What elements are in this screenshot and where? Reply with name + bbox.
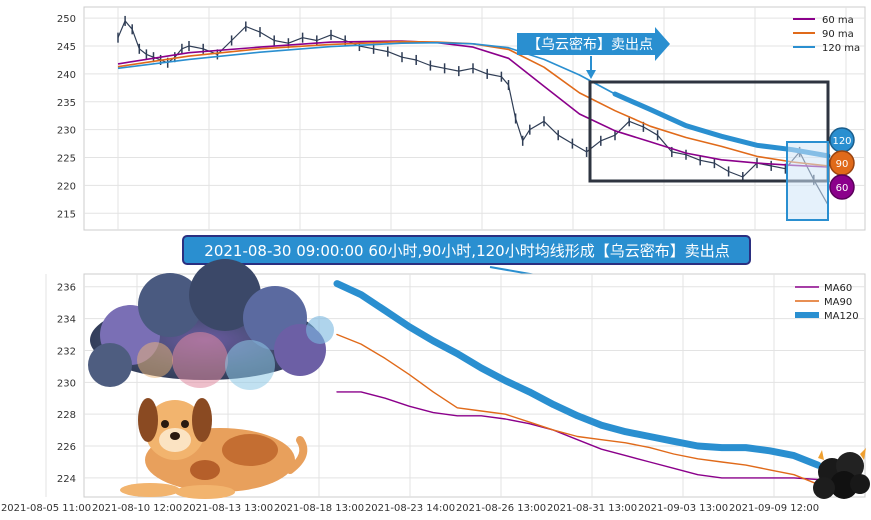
bottom-legend-ma60: MA60 bbox=[824, 283, 852, 294]
bottom-x-tick-label: 2021-09-09 12:00 bbox=[729, 503, 819, 514]
top-y-tick-label: 245 bbox=[57, 42, 76, 53]
bottom-x-tick-label: 2021-08-23 14:00 bbox=[365, 503, 455, 514]
top-y-tick-label: 220 bbox=[57, 181, 76, 192]
bottom-series-ma120 bbox=[333, 280, 822, 469]
top-series-90-ma bbox=[117, 40, 829, 167]
pattern-box bbox=[588, 80, 830, 183]
bottom-x-tick-label: 2021-08-05 11:00 bbox=[1, 503, 91, 514]
top-y-tick-label: 250 bbox=[57, 14, 76, 25]
badge-120-label: 120 bbox=[832, 136, 851, 147]
bottom-y-tick-label: 226 bbox=[57, 442, 76, 453]
bottom-x-tick-label: 2021-08-18 13:00 bbox=[274, 503, 364, 514]
bottom-series bbox=[333, 280, 822, 485]
top-legend-120ma: 120 ma bbox=[822, 43, 860, 54]
banner: 2021-08-30 09:00:00 60小时,90小时,120小时均线形成【… bbox=[182, 235, 751, 285]
banner-text: 2021-08-30 09:00:00 60小时,90小时,120小时均线形成【… bbox=[204, 242, 729, 260]
annotation-arrow-shape bbox=[517, 27, 670, 61]
badge-90-label: 90 bbox=[836, 159, 849, 170]
bottom-legend-ma120: MA120 bbox=[824, 311, 859, 322]
bottom-legend-ma90: MA90 bbox=[824, 297, 852, 308]
bottom-series-ma60 bbox=[336, 391, 819, 481]
storm-cloud-icon bbox=[813, 448, 870, 499]
bottom-x-tick-label: 2021-08-26 13:00 bbox=[456, 503, 546, 514]
bottom-x-tick-label: 2021-09-03 13:00 bbox=[638, 503, 728, 514]
dog-illustration bbox=[120, 398, 308, 499]
bottom-y-tick-label: 234 bbox=[57, 315, 76, 326]
top-y-ticks: 215 220 225 230 235 240 245 250 bbox=[57, 14, 76, 220]
bottom-x-tick-label: 2021-08-10 12:00 bbox=[92, 503, 182, 514]
bottom-x-ticks: 2021-08-05 11:00 2021-08-10 12:00 2021-08-… bbox=[1, 503, 819, 514]
cloud-illustration bbox=[88, 259, 334, 390]
bottom-x-tick-label: 2021-08-13 13:00 bbox=[183, 503, 273, 514]
top-y-tick-label: 230 bbox=[57, 126, 76, 137]
banner-box bbox=[182, 235, 751, 265]
top-panel: 215 220 225 230 235 240 245 250 【乌云密布】卖出点 120 9… bbox=[57, 6, 866, 231]
annotation-label: 【乌云密布】卖出点 bbox=[527, 36, 653, 53]
bottom-y-tick-label: 232 bbox=[57, 346, 76, 357]
badge-60-label: 60 bbox=[836, 183, 849, 194]
annotation-pointer bbox=[586, 70, 596, 79]
sell-zone-box bbox=[786, 141, 829, 221]
top-legend: 60 ma 90 ma 120 ma bbox=[793, 15, 860, 54]
bottom-y-tick-label: 228 bbox=[57, 410, 76, 421]
bottom-y-ticks: 224 226 228 230 232 234 236 bbox=[57, 283, 76, 485]
end-badges: 120 90 60 bbox=[829, 127, 855, 200]
bottom-legend: MA60 MA90 MA120 bbox=[795, 283, 859, 322]
top-y-tick-label: 235 bbox=[57, 98, 76, 109]
top-legend-90ma: 90 ma bbox=[822, 29, 854, 40]
bottom-y-tick-label: 236 bbox=[57, 283, 76, 294]
top-series-60-ma bbox=[117, 40, 829, 168]
top-y-tick-label: 215 bbox=[57, 209, 76, 220]
bottom-x-tick-label: 2021-08-31 13:00 bbox=[547, 503, 637, 514]
bottom-y-tick-label: 224 bbox=[57, 474, 76, 485]
top-plot-frame bbox=[83, 6, 866, 231]
bottom-series-ma90 bbox=[336, 333, 819, 485]
badge-60 bbox=[829, 174, 855, 200]
top-y-tick-label: 225 bbox=[57, 154, 76, 165]
bottom-y-tick-label: 230 bbox=[57, 378, 76, 389]
annotation-callout: 【乌云密布】卖出点 bbox=[517, 27, 670, 79]
top-legend-60ma: 60 ma bbox=[822, 15, 854, 26]
top-series-price bbox=[117, 20, 829, 206]
top-y-tick-label: 240 bbox=[57, 70, 76, 81]
